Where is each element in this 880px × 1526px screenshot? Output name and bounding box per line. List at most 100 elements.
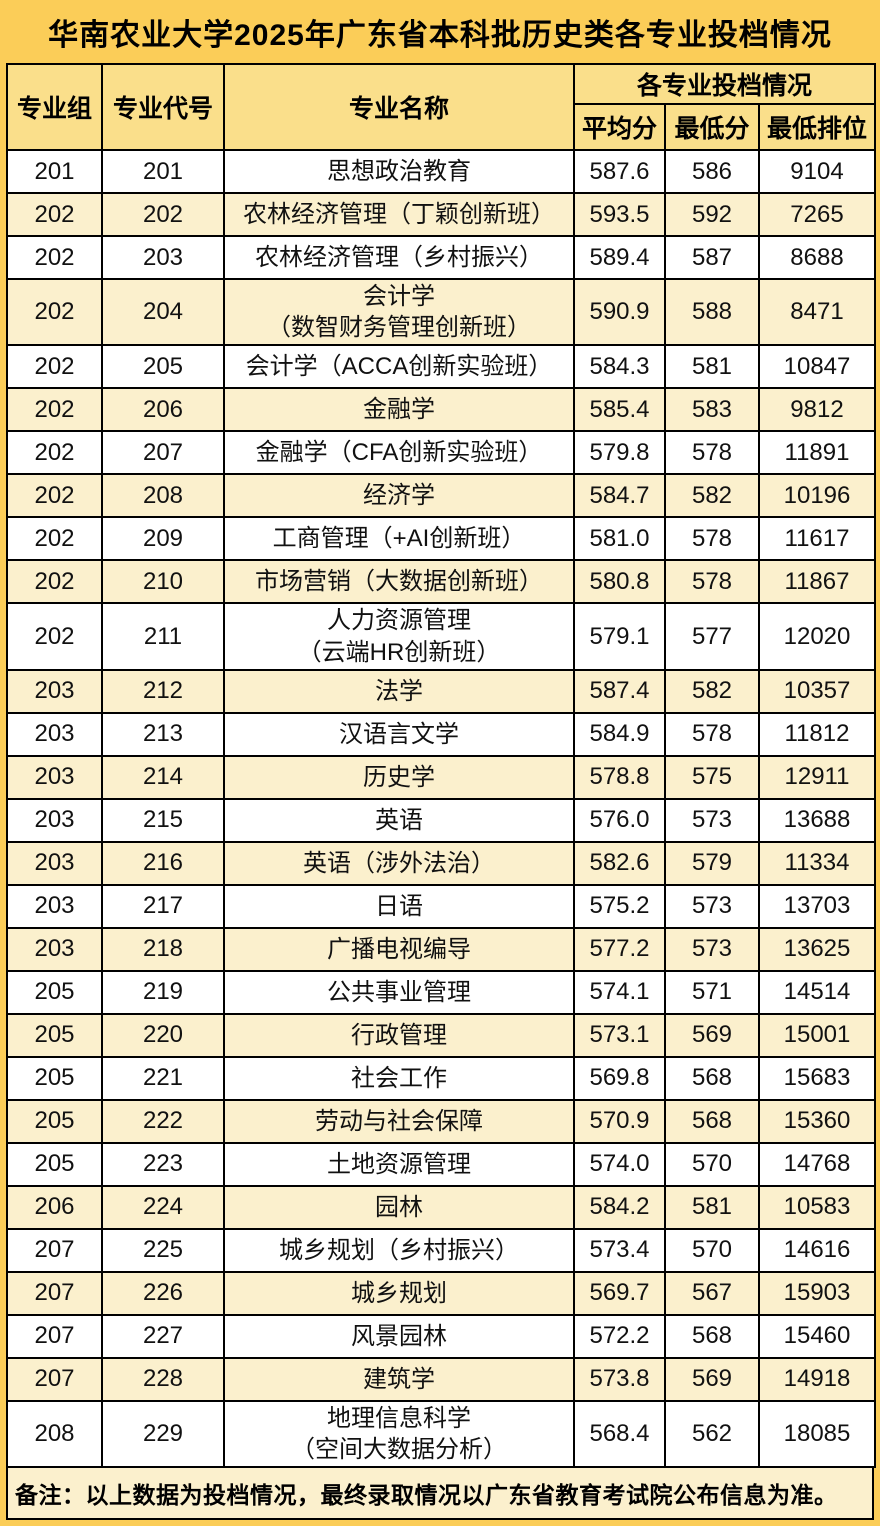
cell-minimum-score: 587 [664,235,760,280]
cell-major-code: 220 [101,1012,225,1058]
cell-average-score: 593.5 [573,192,666,237]
cell-major-group: 207 [6,1313,103,1359]
cell-minimum-score: 583 [664,387,760,433]
cell-major-name: 建筑学 [223,1356,575,1402]
cell-major-group: 205 [6,1012,103,1058]
table-body: 201 201 思想政治教育 587.6 586 9104 202 202 农林经济管理（丁颖创… [6,149,876,1469]
cell-major-name: 农林经济管理（丁颖创新班） [223,192,575,237]
cell-average-score: 574.0 [573,1141,666,1187]
table-row: 202 209 工商管理（+AI创新班） 581.0 578 11617 [6,516,876,562]
cell-minimum-rank: 18085 [758,1399,876,1469]
cell-minimum-score: 567 [664,1270,760,1316]
cell-major-code: 215 [101,797,225,843]
cell-minimum-score: 569 [664,1356,760,1402]
cell-average-score: 572.2 [573,1313,666,1359]
cell-average-score: 573.1 [573,1012,666,1058]
cell-minimum-rank: 15001 [758,1012,876,1058]
cell-minimum-rank: 13703 [758,883,876,929]
cell-major-group: 202 [6,430,103,476]
col-header-major-code: 专业代号 [101,63,225,151]
cell-minimum-score: 573 [664,926,760,972]
admission-table: 专业组 专业代号 专业名称 各专业投档情况 平均分 最低分 最低排位 201 20… [6,63,876,1469]
cell-minimum-score: 570 [664,1141,760,1187]
table-row: 202 203 农林经济管理（乡村振兴） 589.4 587 8688 [6,235,876,280]
cell-average-score: 587.4 [573,668,666,714]
cell-major-code: 217 [101,883,225,929]
table-row: 202 205 会计学（ACCA创新实验班） 584.3 581 10847 [6,344,876,390]
cell-major-group: 208 [6,1399,103,1469]
cell-minimum-score: 581 [664,1184,760,1230]
cell-major-name: 市场营销（大数据创新班） [223,559,575,605]
cell-major-code: 221 [101,1055,225,1101]
cell-major-group: 207 [6,1270,103,1316]
table-row: 201 201 思想政治教育 587.6 586 9104 [6,149,876,194]
table-row: 203 213 汉语言文学 584.9 578 11812 [6,711,876,757]
cell-minimum-score: 568 [664,1313,760,1359]
cell-major-name: 公共事业管理 [223,969,575,1015]
cell-average-score: 584.3 [573,344,666,390]
cell-major-name: 日语 [223,883,575,929]
col-header-average-score: 平均分 [573,103,666,151]
cell-average-score: 573.8 [573,1356,666,1402]
header-row-sub: 平均分 最低分 最低排位 [7,103,876,151]
cell-major-name: 英语 [223,797,575,843]
cell-average-score: 584.7 [573,473,666,519]
table-row: 205 223 土地资源管理 574.0 570 14768 [6,1141,876,1187]
cell-major-name: 金融学 [223,387,575,433]
cell-major-code: 208 [101,473,225,519]
cell-average-score: 579.1 [573,602,666,671]
table-row: 205 219 公共事业管理 574.1 571 14514 [6,969,876,1015]
cell-minimum-rank: 10847 [758,344,876,390]
header-row-top: 专业组 专业代号 专业名称 各专业投档情况 [6,63,876,151]
cell-major-code: 224 [101,1184,225,1230]
cell-major-name: 会计学（ACCA创新实验班） [223,344,575,390]
cell-minimum-rank: 12911 [758,754,876,800]
table-row: 207 226 城乡规划 569.7 567 15903 [6,1270,876,1316]
cell-major-group: 205 [6,1055,103,1101]
cell-major-group: 207 [6,1227,103,1273]
cell-minimum-rank: 10357 [758,668,876,714]
table-row: 203 218 广播电视编导 577.2 573 13625 [6,926,876,972]
cell-average-score: 590.9 [573,277,666,347]
cell-major-code: 201 [101,149,225,194]
cell-major-code: 211 [101,602,225,671]
table-row: 202 207 金融学（CFA创新实验班） 579.8 578 11891 [6,430,876,476]
table-row: 203 212 法学 587.4 582 10357 [6,668,876,714]
cell-minimum-rank: 15903 [758,1270,876,1316]
cell-major-name: 经济学 [223,473,575,519]
cell-major-group: 202 [6,602,103,671]
cell-average-score: 580.8 [573,559,666,605]
cell-minimum-score: 568 [664,1055,760,1101]
cell-minimum-score: 579 [664,840,760,886]
cell-major-group: 203 [6,926,103,972]
table-row: 205 220 行政管理 573.1 569 15001 [6,1012,876,1058]
cell-major-name: 英语（涉外法治） [223,840,575,886]
cell-major-code: 203 [101,235,225,280]
table-row: 202 210 市场营销（大数据创新班） 580.8 578 11867 [6,559,876,605]
cell-average-score: 577.2 [573,926,666,972]
cell-major-code: 223 [101,1141,225,1187]
cell-major-name: 汉语言文学 [223,711,575,757]
cell-major-name: 地理信息科学 （空间大数据分析） [223,1399,575,1469]
col-header-admission-status-group: 各专业投档情况 [573,63,876,105]
cell-major-name: 历史学 [223,754,575,800]
cell-major-code: 219 [101,969,225,1015]
cell-average-score: 569.8 [573,1055,666,1101]
table-row: 206 224 园林 584.2 581 10583 [6,1184,876,1230]
cell-major-name: 法学 [223,668,575,714]
cell-major-code: 212 [101,668,225,714]
cell-major-group: 202 [6,473,103,519]
cell-major-name: 人力资源管理 （云端HR创新班） [223,602,575,671]
cell-major-group: 205 [6,1141,103,1187]
table-row: 202 204 会计学 （数智财务管理创新班） 590.9 588 8471 [6,277,876,347]
cell-major-name: 广播电视编导 [223,926,575,972]
cell-major-group: 202 [6,192,103,237]
cell-average-score: 573.4 [573,1227,666,1273]
table-row: 207 225 城乡规划（乡村振兴） 573.4 570 14616 [6,1227,876,1273]
cell-major-name: 劳动与社会保障 [223,1098,575,1144]
cell-major-code: 228 [101,1356,225,1402]
cell-major-code: 207 [101,430,225,476]
cell-average-score: 587.6 [573,149,666,194]
cell-minimum-rank: 11334 [758,840,876,886]
cell-major-code: 214 [101,754,225,800]
